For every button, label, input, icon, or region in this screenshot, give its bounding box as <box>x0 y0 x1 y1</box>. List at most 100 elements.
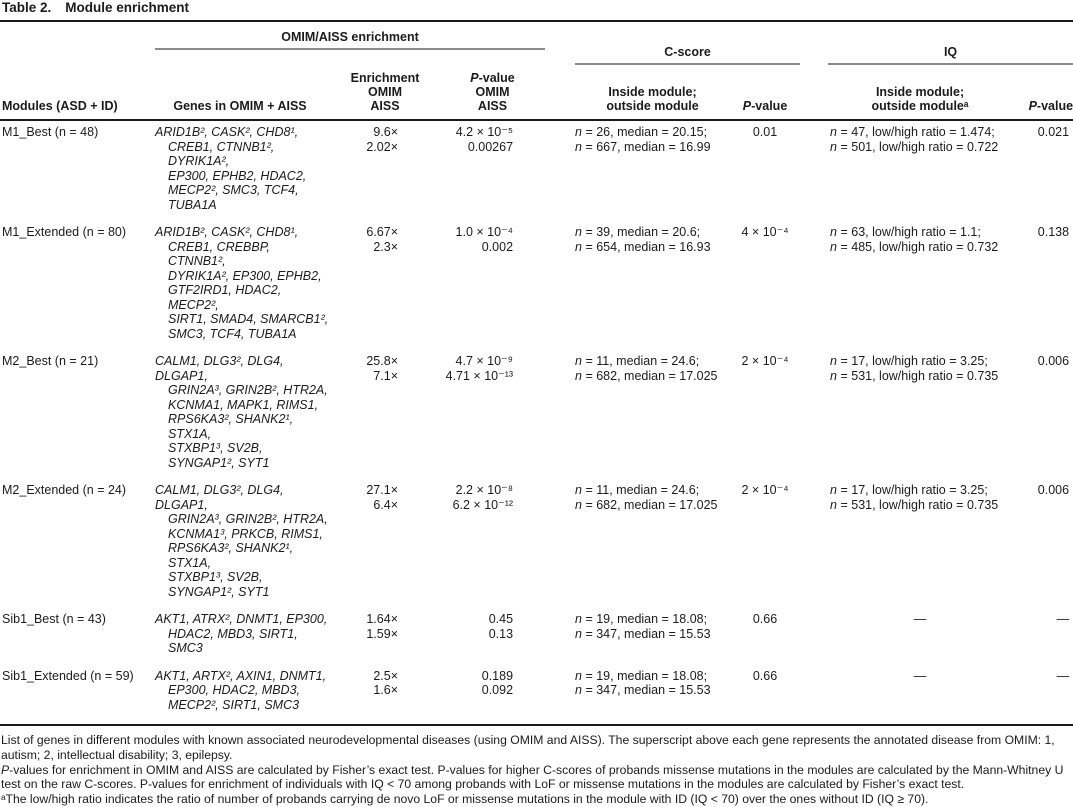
text-line: 1.59× <box>366 626 398 641</box>
text-line: GRIN2A³, GRIN2B², HTR2A, <box>168 383 328 397</box>
cell-pvalue-omim: 0.189 0.092 <box>440 664 546 726</box>
text-line: n = 19, median = 18.08; <box>575 612 708 626</box>
text-line: 1.6× <box>373 683 398 697</box>
table-row-m2-extended: M2_Extended (n = 24) CALM1, DLG3², DLG4,… <box>0 479 1073 608</box>
cell-pvalue-iq: — <box>1056 612 1070 626</box>
cell-enrichment: 6.67× 2.3× <box>330 221 440 350</box>
text-line: 1.0 × 10⁻⁴ <box>455 225 514 239</box>
text-line: n = 531, low/high ratio = 0.735 <box>830 368 999 383</box>
module-enrichment-table: OMIM/AISS enrichment C-score IQ Modules … <box>0 22 1073 727</box>
table-row-m1-best: M1_Best (n = 48) ARID1B², CASK², CHD8¹, … <box>0 120 1073 221</box>
cell-enrichment: 9.6× 2.02× <box>330 120 440 221</box>
cell-enrichment: 1.64× 1.59× <box>330 608 440 665</box>
cell-genes: AKT1, ARTX², AXIN1, DNMT1, EP300, HDAC2,… <box>150 664 330 726</box>
text-line: n = 39, median = 20.6; <box>575 225 701 239</box>
text-line: KCNMA1³, PRKCB, RIMS1, <box>168 526 323 541</box>
text-line: 2.02× <box>366 139 398 154</box>
cell-iq: — <box>800 664 1011 726</box>
text-line: CREB1, CTNNB1², DYRIK1A², <box>168 139 275 169</box>
cell-module: M2_Extended (n = 24) <box>2 483 127 497</box>
text-line: AKT1, ATRX², DNMT1, EP300, <box>155 612 328 626</box>
cell-genes: CALM1, DLG3², DLG4, DLGAP1, GRIN2A³, GRI… <box>150 350 330 479</box>
text-line: CALM1, DLG3², DLG4, DLGAP1, <box>155 354 284 383</box>
text-line: P-value <box>470 71 515 85</box>
text-line: 0.092 <box>481 683 514 697</box>
text-line: n = 347, median = 15.53 <box>575 626 711 641</box>
cell-pvalue-cscore: 0.01 <box>752 125 778 139</box>
em-dash: — <box>913 612 927 626</box>
text-line: n = 11, median = 24.6; <box>575 354 700 368</box>
cell-genes: CALM1, DLG3², DLG4, DLGAP1, GRIN2A³, GRI… <box>150 479 330 608</box>
text-line: HDAC2, MBD3, SIRT1, SMC3 <box>168 626 298 656</box>
cell-cscore: n = 11, median = 24.6; n = 682, median =… <box>545 350 730 479</box>
text-line: DYRIK1A², EP300, EPHB2, <box>168 268 322 283</box>
cell-pvalue-cscore: 4 × 10⁻⁴ <box>741 225 789 239</box>
text-line: Inside module; <box>875 85 965 99</box>
text-line: AISS <box>370 99 400 113</box>
text-line: 25.8× <box>366 354 398 368</box>
text-line: TUBA1A <box>168 197 217 212</box>
text-line: 0.002 <box>481 239 514 254</box>
column-header-row: Modules (ASD + ID) Genes in OMIM + AISS … <box>0 65 1073 121</box>
cell-genes: ARID1B², CASK², CHD8¹, CREB1, CREBBP, CT… <box>150 221 330 350</box>
text-line: ARID1B², CASK², CHD8¹, <box>155 225 299 239</box>
text-line: 7.1× <box>373 368 398 383</box>
cell-pvalue-iq: — <box>1010 664 1073 726</box>
cell-enrichment: 25.8× 7.1× <box>330 350 440 479</box>
text-line: n = 11, median = 24.6; <box>575 483 700 497</box>
text-line: 0.13 <box>488 626 514 641</box>
table-row-sib1-best: Sib1_Best (n = 43) AKT1, ATRX², DNMT1, E… <box>0 608 1073 665</box>
text-line: n = 347, median = 15.53 <box>575 683 711 697</box>
cell-pvalue-iq: 0.006 <box>1037 483 1070 497</box>
text-line: AKT1, ARTX², AXIN1, DNMT1, <box>155 668 327 683</box>
cell-cscore: n = 19, median = 18.08; n = 347, median … <box>545 608 730 665</box>
cell-cscore: n = 11, median = 24.6; n = 682, median =… <box>545 479 730 608</box>
col-header-genes: Genes in OMIM + AISS <box>150 65 330 121</box>
text-line: MECP2², SMC3, TCF4, <box>168 183 299 197</box>
footnote-low-high-ratio: ᵃThe low/high ratio indicates the ratio … <box>1 792 929 807</box>
col-header-pvalue-omim: P-value OMIM AISS <box>440 65 546 121</box>
table-footnotes: List of genes in different modules with … <box>0 733 1073 807</box>
text-line: 0.00267 <box>467 139 514 154</box>
cell-pvalue-omim: 1.0 × 10⁻⁴ 0.002 <box>440 221 545 350</box>
cell-cscore: n = 26, median = 20.15; n = 667, median … <box>545 120 730 221</box>
cell-iq: n = 47, low/high ratio = 1.474; n = 501,… <box>800 120 1010 221</box>
text-line: GRIN2A³, GRIN2B², HTR2A, <box>168 512 328 526</box>
cell-pvalue-iq: 0.021 <box>1037 125 1070 139</box>
cell-enrichment: 2.5× 1.6× <box>330 664 440 726</box>
text-line: KCNMA1, MAPK1, RIMS1, <box>168 397 319 412</box>
text-line: Inside module; <box>608 85 697 99</box>
text-line: EP300, EPHB2, HDAC2, <box>168 168 307 183</box>
text-line: 2.5× <box>373 668 398 683</box>
text-line: n = 26, median = 20.15; <box>575 125 708 139</box>
cell-iq: n = 63, low/high ratio = 1.1; n = 485, l… <box>800 221 1010 350</box>
text-line: n = 682, median = 17.025 <box>575 368 718 383</box>
text-line: CREB1, CREBBP, CTNNB1², <box>168 239 270 269</box>
text-line: MECP2², SIRT1, SMC3 <box>168 697 300 712</box>
table-row-m1-extended: M1_Extended (n = 80) ARID1B², CASK², CHD… <box>0 221 1073 350</box>
table-number: Table 2. <box>2 0 52 15</box>
text-line: CALM1, DLG3², DLG4, DLGAP1, <box>155 483 284 512</box>
em-dash: — <box>913 668 927 683</box>
text-line: 1.64× <box>366 612 398 626</box>
cell-genes: ARID1B², CASK², CHD8¹, CREB1, CTNNB1², D… <box>150 120 330 221</box>
cell-iq: n = 17, low/high ratio = 3.25; n = 531, … <box>800 350 1010 479</box>
cell-module: M1_Best (n = 48) <box>2 125 99 139</box>
text-line: OMIM <box>367 85 403 99</box>
text-line: 27.1× <box>366 483 398 497</box>
text-line: RPS6KA3², SHANK2¹, STX1A, <box>168 412 294 441</box>
table-caption: Table 2. Module enrichment <box>0 0 1073 22</box>
cell-pvalue-cscore: 2 × 10⁻⁴ <box>741 483 789 497</box>
text-line: ARID1B², CASK², CHD8¹, <box>155 125 299 139</box>
text-line: n = 63, low/high ratio = 1.1; <box>830 225 981 239</box>
col-header-pvalue-iq: P-value <box>1010 65 1073 121</box>
table-title: Module enrichment <box>65 0 190 15</box>
text-line: outside moduleᵃ <box>871 99 969 113</box>
text-line: OMIM <box>475 85 510 99</box>
cell-pvalue-omim: 4.2 × 10⁻⁵ 0.00267 <box>440 120 545 221</box>
cell-pvalue-iq: 0.138 <box>1037 225 1070 239</box>
text-line: GTF2IRD1, HDAC2, MECP2², <box>168 283 282 312</box>
text-line: STXBP1³, SV2B, SYNGAP1², SYT1 <box>168 441 270 470</box>
footnote-gene-list: List of genes in different modules with … <box>1 733 1055 762</box>
